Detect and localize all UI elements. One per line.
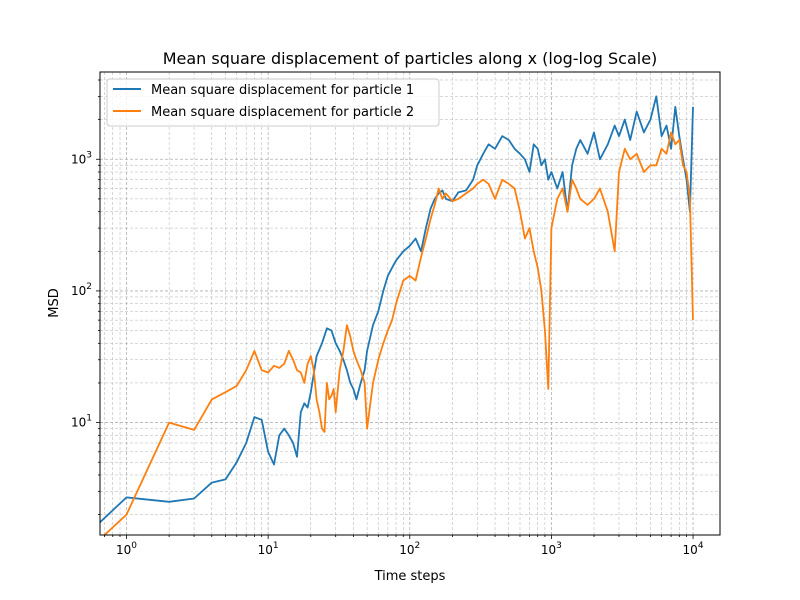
legend-label-particle-2: Mean square displacement for particle 2 (151, 105, 414, 120)
legend-label-particle-1: Mean square displacement for particle 1 (151, 83, 414, 98)
tick-layer: 100 101 102 103 104 101 102 103 (71, 79, 704, 557)
y-axis-label: MSD (47, 288, 62, 317)
x-tick-label: 103 (541, 541, 562, 557)
chart-title: Mean square displacement of particles al… (163, 49, 658, 68)
y-tick-label: 103 (71, 150, 92, 166)
legend: Mean square displacement for particle 1 … (106, 78, 440, 127)
x-tick-label: 104 (683, 541, 704, 557)
plot-area: 100 101 102 103 104 101 102 103 (71, 71, 721, 557)
x-tick-label: 100 (116, 541, 137, 557)
y-tick-label: 101 (71, 414, 92, 430)
grid-layer (100, 72, 720, 535)
x-axis-label: Time steps (374, 569, 446, 584)
series-layer (100, 95, 694, 535)
x-tick-label: 102 (399, 541, 420, 557)
series-line-particle-2 (103, 131, 694, 535)
y-tick-label: 102 (71, 282, 92, 298)
x-tick-label: 101 (258, 541, 279, 557)
legend-box (106, 78, 440, 127)
